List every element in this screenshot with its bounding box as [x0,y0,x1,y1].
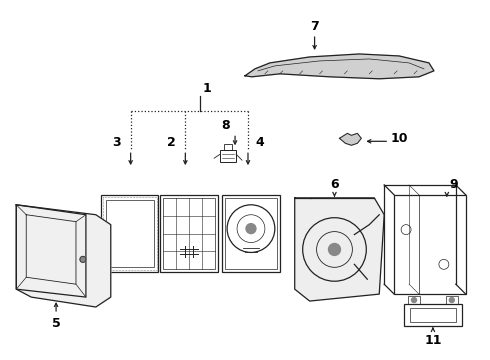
Bar [103,197,156,270]
Bar [404,304,462,326]
Bar [408,296,420,304]
Text: 10: 10 [391,132,408,145]
Circle shape [412,298,416,302]
Bar [164,198,215,269]
Bar [222,195,280,272]
Circle shape [328,243,341,255]
Text: 3: 3 [112,136,121,149]
Bar [106,200,153,267]
Polygon shape [294,198,384,301]
Text: 4: 4 [256,136,264,149]
Text: 9: 9 [449,179,458,192]
Bar [101,195,158,272]
Polygon shape [340,133,361,145]
Text: 2: 2 [167,136,176,149]
Circle shape [80,256,86,262]
Bar [410,308,456,322]
Text: 11: 11 [424,334,441,347]
Circle shape [246,224,256,234]
Polygon shape [245,54,434,79]
Text: 8: 8 [221,119,229,132]
Circle shape [449,298,454,302]
Text: 5: 5 [52,318,60,330]
Text: 1: 1 [203,82,212,95]
Text: 6: 6 [330,179,339,192]
Bar [220,150,236,162]
Bar [161,195,218,272]
Polygon shape [16,205,111,307]
Bar [394,195,466,294]
Text: 7: 7 [310,20,319,33]
Bar [224,144,232,150]
Bar [446,296,458,304]
Bar [225,198,277,269]
